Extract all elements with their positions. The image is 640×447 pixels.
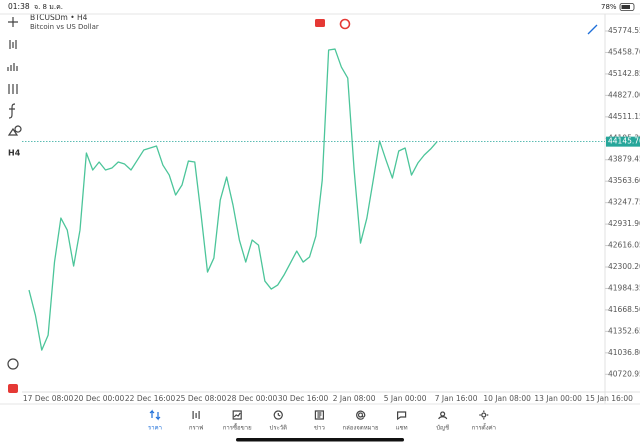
nav-icon[interactable] [192, 411, 200, 419]
status-date: จ. 8 ม.ค. [34, 3, 63, 11]
y-tick-label: 42931.90 [608, 219, 640, 228]
draw-tool[interactable] [587, 24, 598, 35]
trade-icon[interactable] [8, 384, 18, 393]
nav-icon[interactable] [397, 411, 407, 421]
battery-icon [619, 3, 635, 11]
nav-icon[interactable] [479, 410, 489, 420]
bottom-nav: ราคา กราฟ การซื้อขาย ประวัติ ข่าว กล่องจดหมาย… [148, 409, 496, 432]
x-tick-label: 15 Jan 16:00 [585, 394, 633, 403]
nav-label[interactable]: กราฟ [189, 425, 203, 432]
y-tick-label: 43247.75 [608, 198, 640, 207]
x-tick-label: 17 Dec 08:00 [23, 394, 74, 403]
nav-icon[interactable] [149, 409, 161, 421]
nav-label[interactable]: ประวัติ [270, 425, 288, 432]
nav-label[interactable]: การตั้งค่า [472, 422, 496, 432]
current-price-tag [606, 136, 640, 147]
y-tick-label: 41036.80 [608, 348, 640, 357]
buy-button[interactable] [339, 18, 351, 30]
nav-icon[interactable] [273, 410, 283, 420]
x-tick-label: 5 Jan 00:00 [384, 394, 427, 403]
nav-icon[interactable] [314, 410, 324, 420]
y-tick-label: 45458.70 [608, 47, 640, 56]
battery-level [621, 5, 630, 9]
y-tick-label: 44827.00 [608, 90, 640, 99]
y-tick-label: 43879.45 [608, 155, 640, 164]
nav-icon[interactable] [356, 410, 366, 420]
x-tick-label: 7 Jan 16:00 [435, 394, 478, 403]
home-indicator [236, 438, 404, 442]
nav-label[interactable]: ราคา [148, 425, 162, 432]
symbol-description: Bitcoin vs US Dollar [30, 23, 99, 31]
y-tick-label: 41352.65 [608, 326, 640, 335]
y-tick-label: 44511.15 [608, 112, 640, 121]
indicators-icon[interactable] [7, 63, 18, 71]
chart: 45774.55 45458.70 45142.85 44827.00 44511.15… [22, 26, 640, 403]
x-tick-label: 13 Jan 00:00 [534, 394, 582, 403]
x-tick-label: 10 Jan 08:00 [483, 394, 531, 403]
y-tick-label: 43563.60 [608, 176, 640, 185]
objects-icon[interactable] [7, 125, 22, 136]
status-time: 01:38 [8, 2, 30, 11]
current-price-label: 44145.70 [608, 137, 640, 146]
nav-icon[interactable] [438, 411, 448, 420]
y-tick-label: 42300.20 [608, 262, 640, 271]
nav-label[interactable]: การซื้อขาย [223, 422, 252, 432]
sell-button[interactable] [315, 19, 325, 27]
y-tick-label: 41984.35 [608, 283, 640, 292]
nav-icon[interactable] [232, 410, 242, 420]
chart-type-icon[interactable] [9, 40, 17, 49]
y-tick-label: 40720.95 [608, 369, 640, 378]
symbol-title[interactable]: BTCUSDm • H4 [30, 13, 88, 22]
settings-icon[interactable] [8, 84, 18, 94]
y-tick-label: 41668.50 [608, 305, 640, 314]
left-toolbar: H4 [7, 17, 22, 393]
zoom-icon[interactable] [7, 358, 19, 370]
x-tick-label: 25 Dec 08:00 [176, 394, 227, 403]
nav-label[interactable]: แชท [396, 425, 408, 432]
status-battery: 78% [601, 3, 617, 11]
x-tick-label: 2 Jan 08:00 [333, 394, 376, 403]
x-tick-label: 22 Dec 16:00 [125, 394, 176, 403]
timeframe[interactable]: H4 [8, 149, 21, 158]
x-tick-label: 20 Dec 00:00 [74, 394, 125, 403]
nav-label[interactable]: กล่องจดหมาย [342, 425, 378, 432]
function-icon[interactable] [8, 103, 16, 119]
price-line [28, 48, 438, 351]
nav-label[interactable]: บัญชี [436, 424, 449, 432]
y-tick-label: 45142.85 [608, 69, 640, 78]
nav-label[interactable]: ข่าว [314, 425, 325, 432]
x-tick-label: 30 Dec 16:00 [278, 394, 329, 403]
y-tick-label: 45774.55 [608, 26, 640, 35]
y-tick-label: 42616.05 [608, 241, 640, 250]
crosshair-icon[interactable] [8, 17, 18, 27]
x-tick-label: 28 Dec 00:00 [227, 394, 278, 403]
